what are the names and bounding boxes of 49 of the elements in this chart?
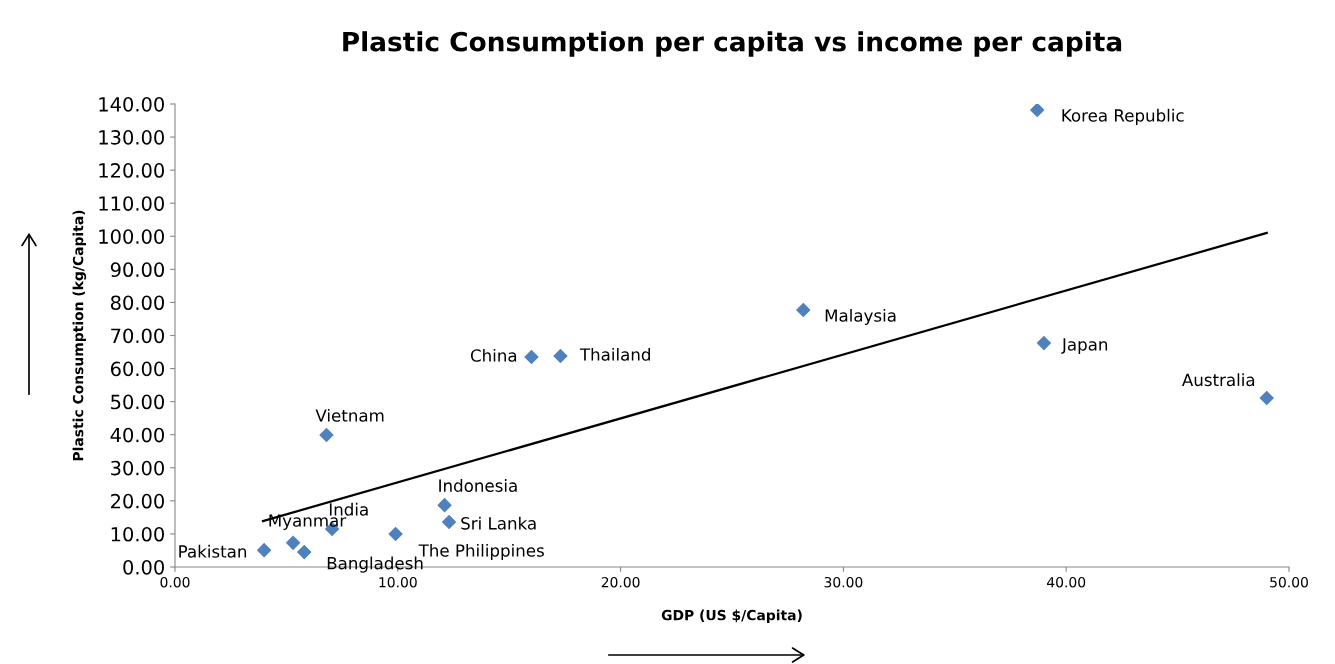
y-tick-label: 30.00: [111, 460, 164, 476]
point: [285, 535, 301, 551]
annotation: China: [470, 348, 517, 362]
annotation: Indonesia: [439, 479, 517, 492]
y-axis-title: Plastic Consumption (kg/Capita): [72, 210, 87, 461]
x-tick-label: 40.00: [1047, 576, 1086, 588]
point: [1036, 335, 1052, 351]
y-tick-label: 120.00: [99, 163, 164, 178]
y-tick-label: 70.00: [111, 328, 164, 344]
annotation: Sri Lanka: [461, 516, 536, 530]
point: [441, 514, 457, 530]
y-tick-label: 60.00: [110, 361, 164, 377]
point: [388, 526, 403, 542]
y-tick-label: 130.00: [99, 130, 164, 145]
y-tick-label: 10.00: [111, 526, 164, 542]
point: [524, 349, 539, 365]
point: [319, 427, 334, 443]
annotation: Australia: [1182, 373, 1255, 387]
point: [553, 348, 568, 364]
chart-title: Plastic Consumption per capita vs income per capita: [343, 31, 1122, 57]
y-tick-label: 0.00: [123, 559, 164, 575]
annotation: Malaysia: [825, 308, 896, 326]
annotation: Japan: [1061, 338, 1108, 354]
annotation: Thailand: [579, 347, 650, 361]
point: [256, 542, 272, 558]
point: [796, 302, 811, 318]
y-tick-label: 40.00: [110, 427, 164, 443]
x-tick-label: 20.00: [601, 576, 640, 588]
annotation: Pakistan: [179, 544, 247, 558]
x-tick-label: 30.00: [824, 576, 863, 588]
y-tick-label: 80.00: [110, 295, 164, 311]
annotation: Vietnam: [315, 408, 384, 422]
y-tick-label: 110.00: [99, 196, 164, 211]
point: [1029, 104, 1045, 118]
x-tick-label: 50.00: [1270, 576, 1308, 588]
y-tick-label: 50.00: [111, 394, 164, 410]
annotation: India: [329, 502, 368, 516]
y-tick-label: 140.00: [99, 96, 164, 112]
y-tick-label: 20.00: [111, 493, 164, 509]
x-tick-label: 10.00: [379, 576, 417, 588]
x-axis-title: GDP (US $/Capita): [661, 609, 802, 624]
annotation: Myanmar: [269, 514, 347, 531]
point: [1259, 390, 1274, 406]
point: [437, 497, 452, 513]
y-tick-label: 100.00: [99, 229, 164, 244]
point: [296, 544, 312, 560]
x-tick-label: 0.00: [160, 576, 190, 588]
annotation: Korea Republic: [1062, 108, 1184, 125]
y-tick-label: 90.00: [110, 262, 164, 278]
